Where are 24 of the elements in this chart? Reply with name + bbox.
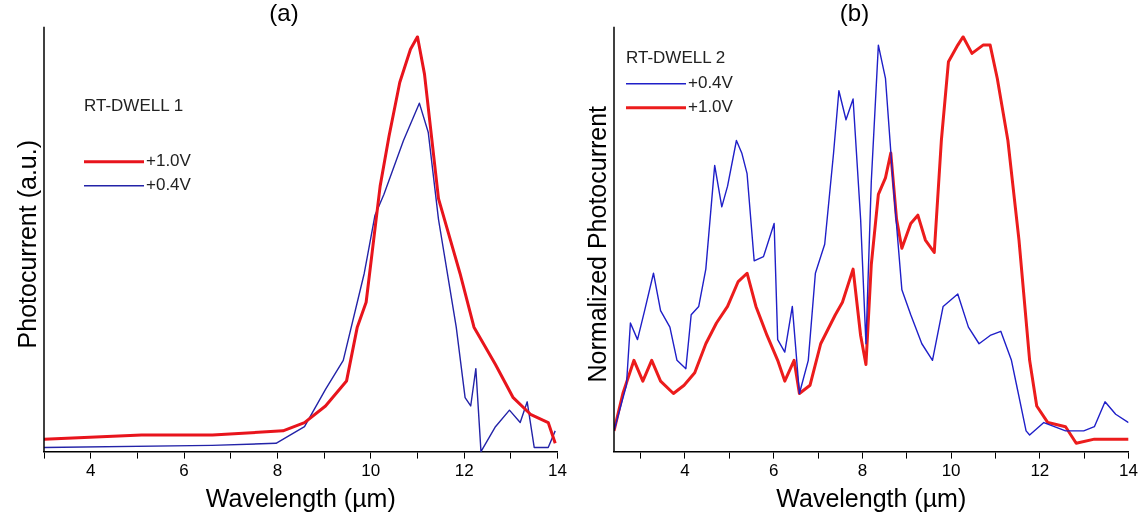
x-axis-title: Wavelength (µm) xyxy=(205,483,396,512)
x-tick-label: 12 xyxy=(1030,461,1050,481)
x-tick-label: 4 xyxy=(85,461,96,481)
legend-label: +1.0V xyxy=(146,151,192,171)
x-tick-label: 10 xyxy=(941,461,961,481)
legend-label: +0.4V xyxy=(688,73,734,93)
y-axis-title: Normalized Photocurrent xyxy=(582,105,611,383)
x-tick-label: 6 xyxy=(179,461,189,481)
x-tick-label: 10 xyxy=(361,461,381,481)
annotation: RT-DWELL 1 xyxy=(84,96,184,116)
x-tick-label: 14 xyxy=(1119,461,1139,481)
x-tick-label: 6 xyxy=(768,461,779,481)
chart-title: (b) xyxy=(839,0,870,27)
x-axis-title: Wavelength (µm) xyxy=(776,483,967,512)
chart-title: (a) xyxy=(269,0,299,27)
x-tick-label: 4 xyxy=(680,461,690,481)
legend-label: +0.4V xyxy=(146,175,192,195)
y-axis-title: Photocurrent (a.u.) xyxy=(12,139,41,349)
x-tick-label: 8 xyxy=(857,461,868,481)
x-tick-label: 14 xyxy=(548,461,568,481)
annotation: RT-DWELL 2 xyxy=(626,48,726,68)
x-tick-label: 8 xyxy=(272,461,283,481)
x-tick-label: 12 xyxy=(454,461,474,481)
legend-label: +1.0V xyxy=(688,97,734,117)
